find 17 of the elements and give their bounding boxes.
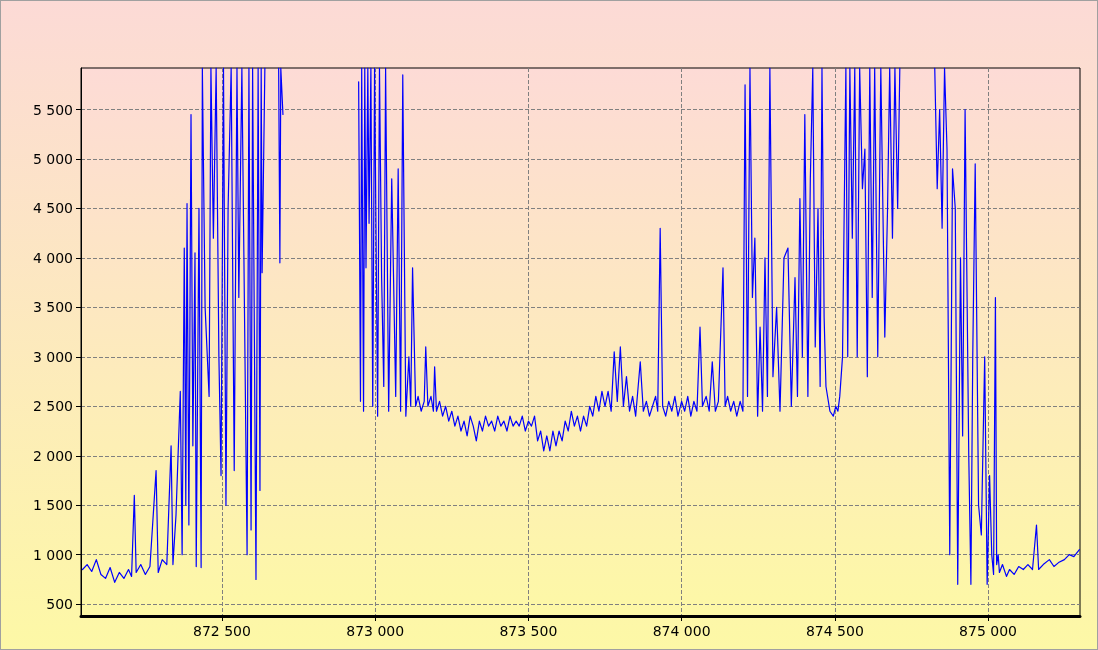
x-tick-label: 873 500 xyxy=(499,623,558,639)
x-tick-label: 872 500 xyxy=(193,623,251,639)
y-tick-label: 5 000 xyxy=(32,151,73,167)
y-tick-label: 3 000 xyxy=(32,348,73,365)
y-tick-label: 4 500 xyxy=(32,200,73,217)
y-tick-label: 5 500 xyxy=(32,101,73,118)
y-tick-label: 3 500 xyxy=(32,299,73,316)
y-tick-label: 500 xyxy=(46,596,73,613)
y-tick-label: 1 000 xyxy=(32,546,73,563)
x-tick-label: 873 000 xyxy=(346,623,405,639)
y-tick-label: 2 500 xyxy=(32,398,73,415)
x-tick-label: 875 000 xyxy=(959,623,1018,639)
x-tick-label: 874 000 xyxy=(652,623,711,639)
y-tick-label: 4 000 xyxy=(32,249,73,266)
x-tick-label: 874 500 xyxy=(805,623,864,639)
y-tick-label: 1 500 xyxy=(32,497,73,514)
y-tick-label: 2 000 xyxy=(32,447,73,464)
